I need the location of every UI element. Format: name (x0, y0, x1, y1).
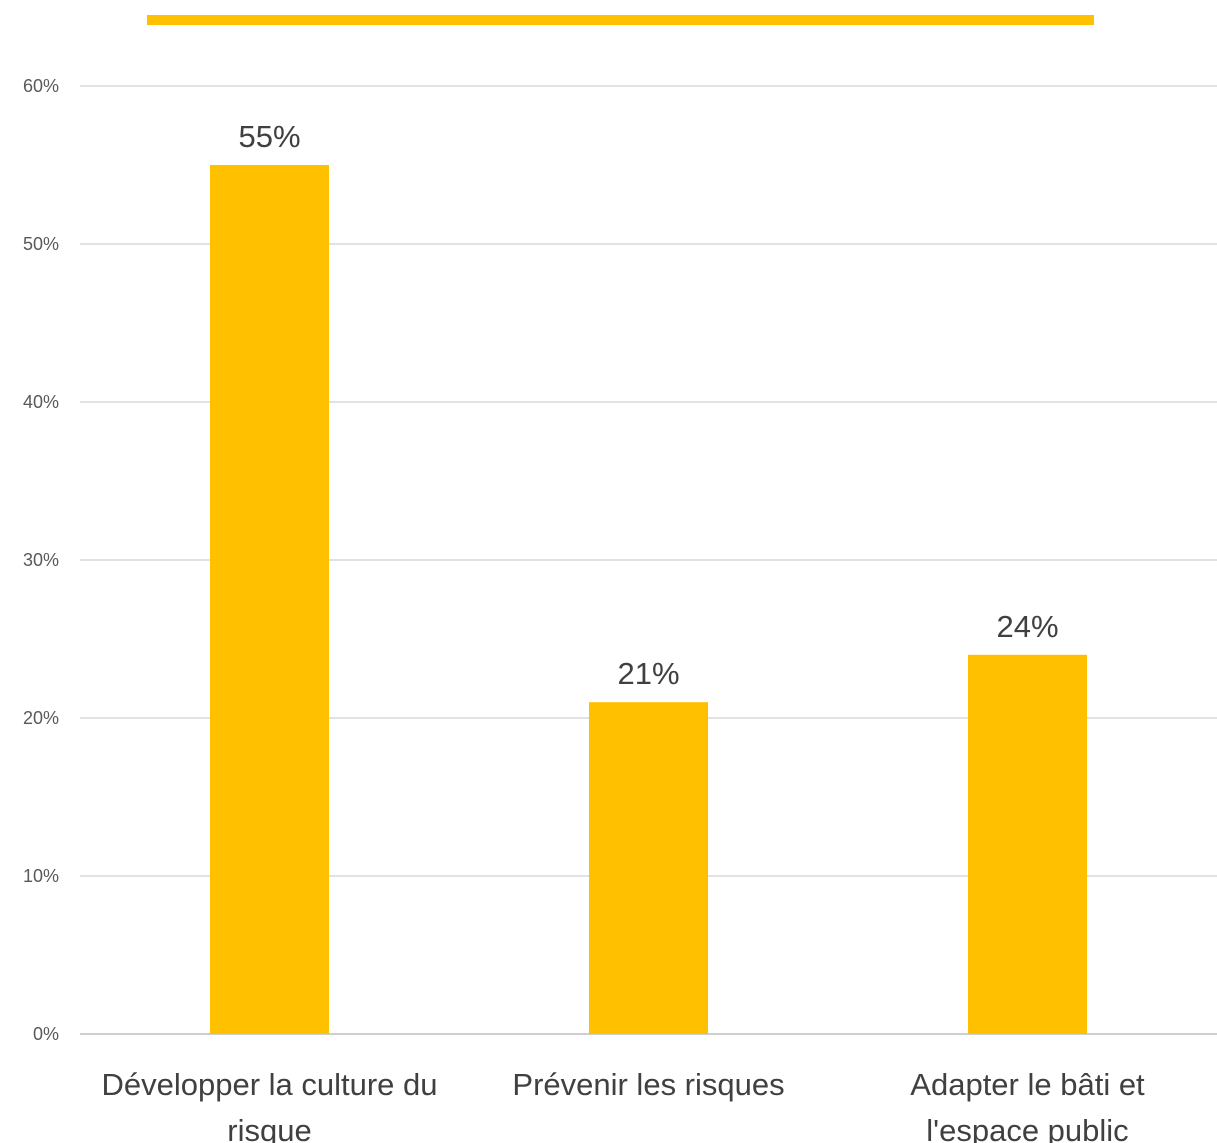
y-axis-ticks: 0% 10% 20% 30% 40% 50% 60% (23, 76, 59, 1044)
bar (589, 702, 708, 1034)
x-tick-label: risque (227, 1113, 311, 1143)
x-tick-label: Adapter le bâti et (910, 1067, 1145, 1102)
y-tick-label: 40% (23, 392, 59, 412)
x-tick-label: l'espace public (926, 1113, 1128, 1143)
data-labels: 55% 21% 24% (238, 119, 1058, 691)
title-accent-rule (147, 15, 1094, 25)
y-tick-label: 30% (23, 550, 59, 570)
bar (210, 165, 329, 1034)
data-label: 24% (996, 609, 1058, 644)
y-tick-label: 0% (33, 1024, 59, 1044)
y-tick-label: 20% (23, 708, 59, 728)
data-label: 21% (617, 656, 679, 691)
y-tick-label: 10% (23, 866, 59, 886)
x-tick-label: Développer la culture du (101, 1067, 437, 1102)
x-axis-ticks: Développer la culture du risque Prévenir l… (101, 1067, 1145, 1143)
y-tick-label: 50% (23, 234, 59, 254)
y-tick-label: 60% (23, 76, 59, 96)
bars (210, 165, 1087, 1034)
bar (968, 654, 1087, 1034)
x-tick-label: Prévenir les risques (512, 1067, 784, 1102)
data-label: 55% (238, 119, 300, 154)
